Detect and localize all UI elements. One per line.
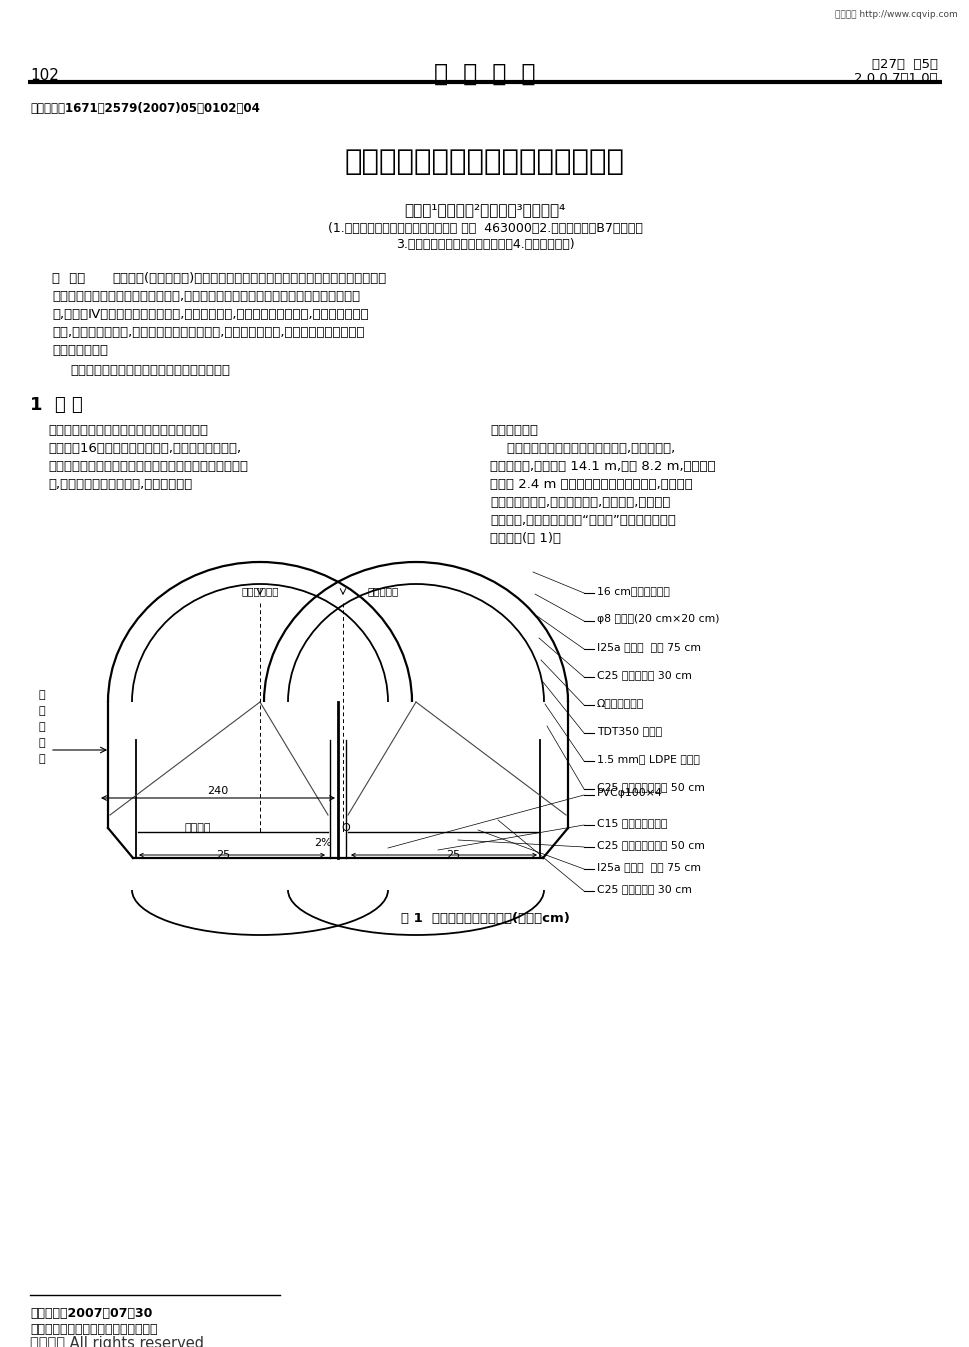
Text: 作者简介：唐绍伟，男，高级工程师。: 作者简介：唐绍伟，男，高级工程师。 (30, 1323, 157, 1336)
Text: 中  外  公  路: 中 外 公 路 (434, 62, 535, 86)
Text: 中: 中 (39, 722, 46, 731)
Text: 维普资讯 All rights reserved: 维普资讯 All rights reserved (30, 1336, 203, 1347)
Text: 凝土结构(图 1)。: 凝土结构(图 1)。 (489, 532, 560, 546)
Text: 16 cm厚预制变形层: 16 cm厚预制变形层 (596, 586, 670, 595)
Text: 2%: 2% (314, 838, 331, 849)
Text: 在过去成熟的双连拱隧道工法基础上,对传统的三导洞修建双连拱隧道施工工法进行了优: 在过去成熟的双连拱隧道工法基础上,对传统的三导洞修建双连拱隧道施工工法进行了优 (52, 290, 359, 303)
Text: 2 0 0 7年1 0月: 2 0 0 7年1 0月 (854, 71, 937, 85)
Text: 投入,简化了施工工序,在保证施工安全的前提下,加快了施工进度,可为类似工程的设计和: 投入,简化了施工工序,在保证施工安全的前提下,加快了施工进度,可为类似工程的设计… (52, 326, 364, 339)
Text: 240: 240 (207, 787, 229, 796)
Text: 第27卷  第5期: 第27卷 第5期 (871, 58, 937, 71)
Text: Ω形弹簧排水管: Ω形弹簧排水管 (596, 698, 643, 709)
Text: 维普资讯 http://www.cqvip.com: 维普资讯 http://www.cqvip.com (834, 9, 957, 19)
Text: 工程涉及地质软弱、浅埋、大跨、偏压、技术难度大等问: 工程涉及地质软弱、浅埋、大跨、偏压、技术难度大等问 (47, 459, 248, 473)
Text: 25: 25 (216, 850, 230, 859)
Text: TDT350 土工膜: TDT350 土工膜 (596, 726, 662, 735)
Text: 结合宛嵳(南阳－西嵳)高速公路吴家庄双向六车道大跨连拱隧道的工程实践，: 结合宛嵳(南阳－西嵳)高速公路吴家庄双向六车道大跨连拱隧道的工程实践， (111, 272, 386, 286)
Text: O: O (341, 823, 350, 832)
Text: C25 噴射混凝土 30 cm: C25 噴射混凝土 30 cm (596, 669, 691, 680)
Text: 心: 心 (39, 738, 46, 748)
Text: 25: 25 (446, 850, 459, 859)
Text: 吴家庄隧道单跨断面为多心圆结构,边坦为曲坦,: 吴家庄隧道单跨断面为多心圆结构,边坦为曲坦, (489, 442, 674, 455)
Text: 线: 线 (39, 690, 46, 700)
Text: 中坦为直坦,单跨净宽 14.1 m,净高 8.2 m,左右洞之: 中坦为直坦,单跨净宽 14.1 m,净高 8.2 m,左右洞之 (489, 459, 715, 473)
Text: C25 颉筋混凝土衯砲 50 cm: C25 颉筋混凝土衯砲 50 cm (596, 783, 704, 792)
Text: 题,本文以吴家庄隧道为例,介绍其中导洞: 题,本文以吴家庄隧道为例,介绍其中导洞 (47, 478, 192, 492)
Text: C25 颉筋混凝土仰拱 50 cm: C25 颉筋混凝土仰拱 50 cm (596, 841, 704, 850)
Text: 施工提供借鉴。: 施工提供借鉴。 (52, 343, 108, 357)
Text: 1  前 言: 1 前 言 (30, 396, 82, 414)
Text: 间通过 2.4 m 厚的颉筋混凝土中隔坦相连,初期支护: 间通过 2.4 m 厚的颉筋混凝土中隔坦相连,初期支护 (489, 478, 692, 492)
Text: 行车道中心线: 行车道中心线 (241, 586, 278, 595)
Text: 文章编号：1671－2579(2007)05－0102－04: 文章编号：1671－2579(2007)05－0102－04 (30, 102, 260, 114)
Text: C25 噴射混凝土 30 cm: C25 噴射混凝土 30 cm (596, 884, 691, 894)
Text: 路: 路 (39, 706, 46, 717)
Text: 线出现了16座六车道双连拱隧道,这在国内十分罕见,: 线出现了16座六车道双连拱隧道,这在国内十分罕见, (47, 442, 241, 455)
Text: 1.5 mm厚 LDPE 防水板: 1.5 mm厚 LDPE 防水板 (596, 754, 700, 764)
Text: C15 片石混凝土回填: C15 片石混凝土回填 (596, 818, 667, 828)
Text: (1.中铁隧道集团有限公司一处，河南 洛阳  463000；2.宛嵳高速公路B7项目部；: (1.中铁隧道集团有限公司一处，河南 洛阳 463000；2.宛嵳高速公路B7项… (328, 222, 641, 234)
Text: I25a 颉拱架  间距 75 cm: I25a 颉拱架 间距 75 cm (596, 643, 701, 652)
Text: 收稿日期：2007－07－30: 收稿日期：2007－07－30 (30, 1307, 152, 1320)
Text: 吴家庄双连拱隧道中导洞法施工技术: 吴家庄双连拱隧道中导洞法施工技术 (345, 148, 624, 176)
Text: PVCφ100×4: PVCφ100×4 (596, 788, 662, 797)
Text: 线: 线 (39, 754, 46, 764)
Text: 化,在洞身Ⅳ级围岩地段取消侧导洞,采用中导洞法,正洞采用分部开挝法,节约了临时支护: 化,在洞身Ⅳ级围岩地段取消侧导洞,采用中导洞法,正洞采用分部开挝法,节约了临时支… (52, 308, 368, 321)
Text: 设计高程: 设计高程 (184, 823, 211, 832)
Text: 102: 102 (30, 67, 59, 84)
Text: 法施工技术。: 法施工技术。 (489, 424, 538, 436)
Text: φ8 颉筋网(20 cm×20 cm): φ8 颉筋网(20 cm×20 cm) (596, 614, 719, 624)
Text: 图 1  吴家庄隧道断面结构图(单位：cm): 图 1 吴家庄隧道断面结构图(单位：cm) (400, 912, 569, 925)
Text: 衯砲中心线: 衯砲中心线 (367, 586, 399, 595)
Text: 采用工字颉拱架,中空注浆锇杆,挂颉筋网,噴射混凝: 采用工字颉拱架,中空注浆锇杆,挂颉筋网,噴射混凝 (489, 496, 670, 509)
Text: 上海至武威国家重点公路河南境内宛嵳高速连: 上海至武威国家重点公路河南境内宛嵳高速连 (47, 424, 207, 436)
Text: 摘  要：: 摘 要： (52, 272, 85, 286)
Text: 关键词：中导洞；六车道；双连拱隧道；施工: 关键词：中导洞；六车道；双连拱隧道；施工 (70, 364, 230, 377)
Text: 唐绍伟¹，杨旭东²，景嵩伟³，王小军⁴: 唐绍伟¹，杨旭东²，景嵩伟³，王小军⁴ (404, 202, 565, 217)
Text: I25a 颉供架  间距 75 cm: I25a 颉供架 间距 75 cm (596, 862, 701, 872)
Text: 3.南阳市宛嵳高速公路有限公司；4.沁阳市交通局): 3.南阳市宛嵳高速公路有限公司；4.沁阳市交通局) (395, 238, 574, 251)
Text: 土等形式,二衯采用独特的“夹心式”模筑双层颉筋混: 土等形式,二衯采用独特的“夹心式”模筑双层颉筋混 (489, 515, 675, 527)
